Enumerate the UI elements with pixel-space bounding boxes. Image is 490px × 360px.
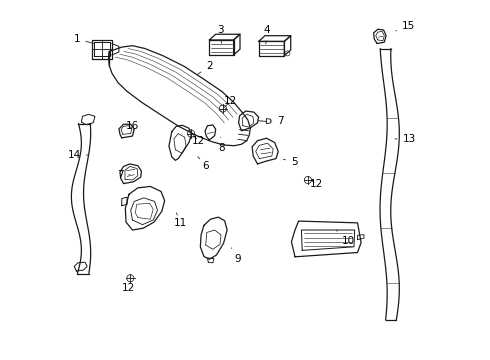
Text: 11: 11 bbox=[174, 213, 187, 228]
Text: 13: 13 bbox=[395, 134, 416, 144]
Text: 8: 8 bbox=[219, 137, 225, 153]
Text: 5: 5 bbox=[283, 157, 297, 167]
Text: 12: 12 bbox=[122, 279, 136, 293]
Text: 2: 2 bbox=[197, 61, 213, 75]
Text: 12: 12 bbox=[224, 96, 237, 107]
Text: 12: 12 bbox=[192, 136, 205, 146]
Text: 15: 15 bbox=[396, 21, 415, 31]
Text: 4: 4 bbox=[263, 25, 270, 44]
Text: 9: 9 bbox=[231, 248, 241, 264]
Text: 10: 10 bbox=[336, 230, 355, 246]
Text: 12: 12 bbox=[310, 179, 323, 189]
Text: 6: 6 bbox=[198, 157, 209, 171]
Text: 14: 14 bbox=[68, 150, 89, 160]
Text: 7: 7 bbox=[271, 116, 284, 126]
Text: 1: 1 bbox=[74, 34, 94, 44]
Text: 7: 7 bbox=[117, 170, 130, 180]
Text: 3: 3 bbox=[217, 25, 223, 43]
Text: 16: 16 bbox=[126, 121, 139, 131]
